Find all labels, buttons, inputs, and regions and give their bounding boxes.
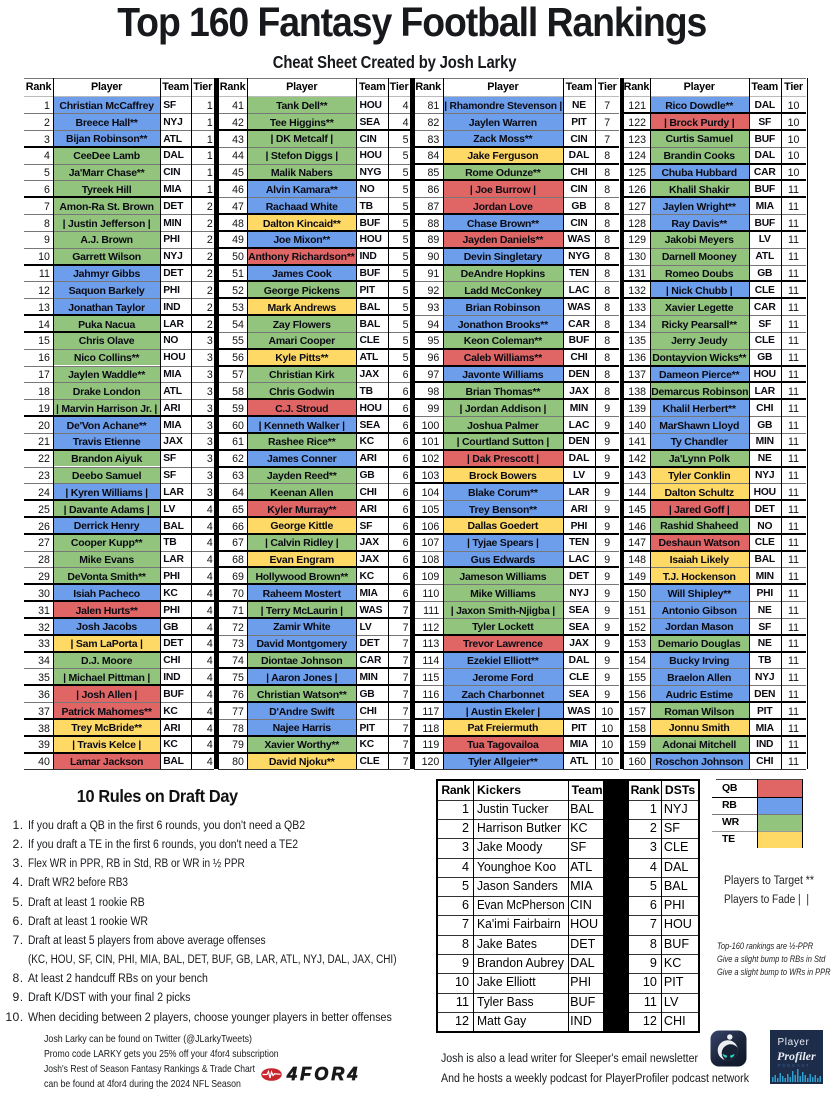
svg-text:4FOR4: 4FOR4 xyxy=(286,1064,361,1084)
